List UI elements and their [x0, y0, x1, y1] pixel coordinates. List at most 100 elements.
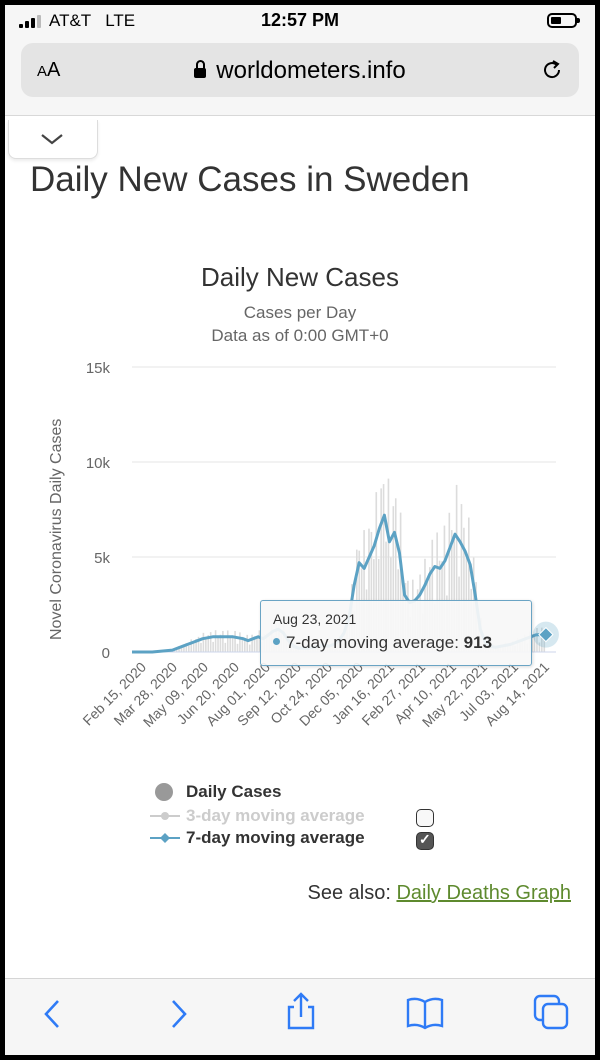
chart-title: Daily New Cases [201, 262, 399, 292]
daily-case-bar [463, 527, 465, 652]
daily-case-bar [394, 498, 397, 652]
lock-icon [194, 60, 207, 78]
chart-tooltip: Aug 23, 2021 7-day moving average: 913 [260, 600, 532, 666]
url-display[interactable]: worldometers.info [21, 57, 579, 85]
daily-case-bar [241, 636, 244, 652]
daily-case-bar [253, 636, 256, 652]
daily-case-bar [205, 639, 207, 652]
battery-icon [547, 13, 580, 28]
clock: 12:57 PM [260, 10, 340, 30]
daily-case-bar [536, 628, 538, 652]
status-bar: AT&T LTE 12:57 PM [5, 5, 595, 37]
chevron-down-icon [41, 134, 63, 145]
daily-case-bar [387, 478, 390, 652]
collapse-toggle-button[interactable] [8, 120, 98, 159]
legend-label: 3-day moving average [186, 806, 365, 825]
daily-case-bar [219, 634, 222, 652]
daily-case-bar [543, 632, 546, 652]
daily-case-bar [382, 484, 385, 652]
daily-case-bar [200, 642, 202, 652]
y-tick-label: 0 [102, 645, 110, 662]
daily-case-bar [224, 642, 227, 652]
daily-case-bar [448, 512, 451, 652]
url-text: worldometers.info [216, 57, 406, 84]
daily-case-bar [385, 541, 387, 652]
daily-case-bar [195, 638, 197, 652]
daily-case-bar [209, 632, 212, 652]
circle-icon [155, 783, 173, 801]
bookmarks-icon[interactable] [405, 995, 445, 1031]
share-icon[interactable] [283, 991, 319, 1031]
daily-case-bar [453, 538, 455, 652]
daily-case-bar [231, 635, 234, 652]
back-icon[interactable] [38, 997, 68, 1031]
daily-case-bar [192, 643, 195, 652]
daily-case-bar [375, 492, 378, 652]
reload-icon[interactable] [539, 57, 565, 83]
forward-icon[interactable] [163, 997, 193, 1031]
daily-case-bar [258, 630, 261, 652]
browser-toolbar [5, 978, 595, 1055]
daily-case-bar [202, 632, 205, 652]
daily-case-bar [197, 636, 200, 652]
line-marker-icon [150, 812, 180, 820]
daily-case-bar [541, 627, 543, 652]
daily-case-bar [183, 644, 185, 652]
daily-case-bar [443, 525, 446, 652]
daily-case-bar [217, 636, 219, 652]
daily-case-bar [236, 643, 239, 652]
see-also-label: See also: [307, 882, 391, 904]
text-size-button[interactable]: AA [37, 59, 61, 81]
daily-case-bar [467, 517, 470, 652]
address-bar[interactable]: AA worldometers.info [21, 43, 579, 97]
daily-case-bar [187, 645, 190, 652]
daily-case-bar [368, 528, 370, 652]
daily-case-bar [234, 630, 236, 652]
daily-case-bar [214, 630, 217, 652]
network-type: LTE [105, 11, 136, 30]
daily-case-bar [212, 641, 214, 652]
y-tick-label: 10k [86, 455, 111, 472]
series-dot-icon [273, 638, 280, 646]
daily-case-bar [175, 649, 178, 652]
signal-icon [19, 14, 41, 28]
checkbox-3day[interactable] [416, 809, 434, 827]
daily-case-bar [392, 506, 395, 652]
legend-label: Daily Cases [186, 782, 282, 801]
daily-case-bar [185, 643, 188, 652]
chart-data-date: Data as of 0:00 GMT+0 [211, 326, 389, 345]
tooltip-value: 913 [463, 633, 493, 652]
tabs-icon[interactable] [532, 993, 570, 1031]
daily-case-bar [246, 634, 249, 652]
daily-case-bar [436, 532, 438, 652]
daily-case-bar [455, 484, 458, 652]
daily-case-bar [239, 632, 241, 652]
daily-case-bar [460, 504, 463, 652]
hover-marker [538, 626, 554, 643]
daily-case-bar [190, 639, 193, 652]
checkbox-7day[interactable] [416, 831, 434, 850]
tooltip-series: 7-day moving average: [286, 633, 459, 652]
daily-case-bar [243, 638, 246, 652]
daily-case-bar [538, 642, 541, 652]
daily-case-bar [180, 647, 183, 652]
daily-case-bar [256, 637, 258, 652]
daily-case-bar [399, 512, 402, 652]
daily-case-bar [450, 530, 453, 652]
daily-case-bar [380, 488, 382, 652]
browser-header: AA worldometers.info [5, 37, 595, 116]
daily-case-bar [363, 530, 365, 652]
carrier-name: AT&T [49, 11, 92, 30]
daily-case-bar [226, 630, 229, 652]
daily-deaths-link[interactable]: Daily Deaths Graph [396, 882, 571, 904]
daily-case-bar [431, 539, 434, 652]
page-title: Daily New Cases in Sweden [30, 160, 470, 199]
daily-case-bar [207, 635, 210, 652]
daily-case-bar [531, 635, 533, 652]
y-tick-label: 15k [86, 360, 111, 377]
chart-subtitle: Cases per Day [243, 303, 357, 322]
daily-case-bar [251, 634, 253, 652]
daily-case-bar [370, 531, 373, 652]
carrier-info: AT&T LTE [19, 11, 135, 31]
